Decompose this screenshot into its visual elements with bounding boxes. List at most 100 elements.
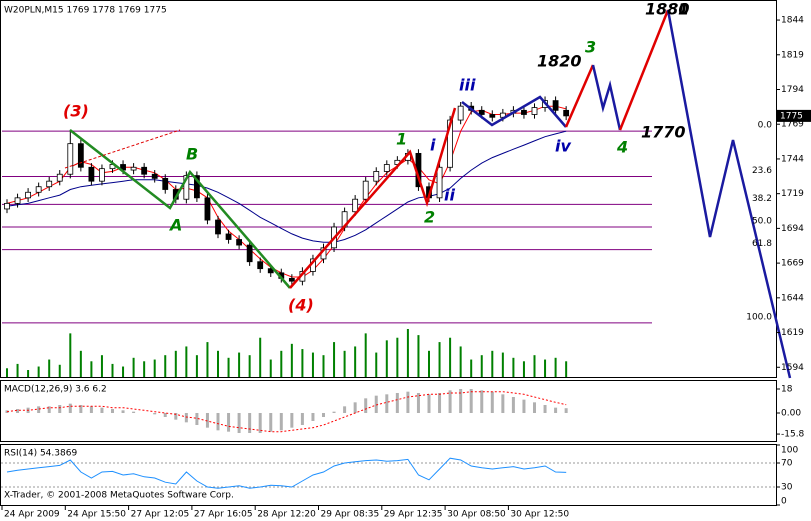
macd-bar <box>216 413 220 431</box>
volume-bar <box>322 355 325 377</box>
volume-bar <box>69 333 72 377</box>
macd-bar <box>100 407 104 413</box>
volume-bar <box>164 355 167 377</box>
volume-bar <box>396 337 399 377</box>
rsi-line <box>6 457 567 489</box>
macd-bar <box>174 413 178 420</box>
volume-bar <box>153 359 156 377</box>
candle-body <box>267 268 274 274</box>
candle-body <box>236 239 243 246</box>
volume-bar <box>512 357 515 377</box>
wave-label: 4 <box>616 138 628 157</box>
y-tick-label: 1669 <box>781 259 804 269</box>
price-tag-label: 1775 <box>780 111 803 121</box>
volume-bar <box>333 342 336 377</box>
macd-bar <box>374 395 378 413</box>
volume-bar <box>565 361 568 377</box>
macd-bar <box>237 413 241 433</box>
candle-body <box>521 109 527 115</box>
main-panel <box>0 0 777 378</box>
volume-bar <box>406 329 409 377</box>
wave-label: (3) <box>63 102 89 121</box>
macd-bar <box>332 411 336 413</box>
y-tick-label: 70 <box>781 459 793 469</box>
macd-bar <box>480 390 484 413</box>
volume-bar <box>301 349 304 377</box>
macd-panel <box>0 380 777 442</box>
macd-bar <box>543 405 547 413</box>
macd-bar <box>121 410 125 413</box>
candle-body <box>489 114 496 118</box>
macd-bar <box>132 411 136 413</box>
volume-bar <box>470 359 473 377</box>
candle-body <box>77 143 84 168</box>
macd-bar <box>79 405 83 413</box>
macd-bar <box>501 394 505 413</box>
projection-up <box>564 64 595 128</box>
candle-body <box>162 177 169 190</box>
x-tick-label: 29 Apr 12:35 <box>384 510 443 520</box>
volume-bar <box>428 350 430 377</box>
volume-bar <box>480 355 483 377</box>
wave-label: 1820 <box>537 52 582 71</box>
candle-body <box>478 109 485 115</box>
volume-bar <box>100 355 103 377</box>
macd-bar <box>364 398 368 413</box>
volume-bar <box>280 350 283 377</box>
x-tick-label: 30 Apr 12:50 <box>510 510 569 520</box>
candle-body <box>193 175 200 199</box>
candle-body <box>4 202 10 210</box>
volume-bar <box>248 355 251 377</box>
y-tick-label: 18 <box>781 385 793 395</box>
macd-bar <box>311 413 315 421</box>
volume-bar <box>111 363 114 377</box>
macd-bar <box>353 402 357 413</box>
volume-bar <box>438 342 441 377</box>
volume-bar <box>37 366 40 377</box>
y-tick-label: 0.00 <box>781 409 801 419</box>
volume-bar <box>491 350 494 377</box>
macd-bar <box>195 413 199 425</box>
macd-bar <box>279 413 283 431</box>
macd-bar <box>395 393 399 413</box>
volume-bar <box>27 370 30 377</box>
volume-bar <box>449 337 452 377</box>
volume-bar <box>185 346 188 377</box>
y-tick-label: 1644 <box>781 293 804 303</box>
rsi-title: RSI(14) 54.3869 <box>4 449 77 459</box>
candle-body <box>447 119 454 168</box>
candle-body <box>204 197 211 221</box>
fib-label: 38.2 <box>752 194 772 204</box>
volume-bar <box>48 359 51 377</box>
candle-body <box>215 219 221 235</box>
volume-bar <box>522 361 525 377</box>
projection-correction <box>591 64 622 131</box>
wave-label: 1770 <box>641 123 686 142</box>
volume-bar <box>6 368 8 377</box>
fib-label: 23.6 <box>752 166 772 176</box>
macd-bar <box>37 406 41 413</box>
candle-body <box>563 109 570 117</box>
candle-body <box>183 175 190 200</box>
candle-body <box>141 166 148 175</box>
volume-bar <box>554 357 557 377</box>
volume-bar <box>459 346 462 377</box>
projection-wave-5 <box>618 9 670 131</box>
volume-bar <box>364 333 367 377</box>
macd-bar <box>248 413 252 433</box>
macd-bar <box>490 391 494 413</box>
volume-bar <box>259 337 262 377</box>
volume-bar <box>227 357 230 377</box>
wave-lines <box>64 9 792 379</box>
projection-down <box>666 9 792 379</box>
volume-bar <box>269 359 272 377</box>
candle-body <box>531 107 538 115</box>
y-tick-label: 1744 <box>781 154 804 164</box>
macd-bar <box>68 403 72 413</box>
y-tick-label: 1819 <box>781 50 804 60</box>
y-tick-label: 1594 <box>781 363 804 373</box>
macd-bar <box>385 394 389 413</box>
candle-body <box>246 244 253 263</box>
candle-body <box>151 173 158 179</box>
